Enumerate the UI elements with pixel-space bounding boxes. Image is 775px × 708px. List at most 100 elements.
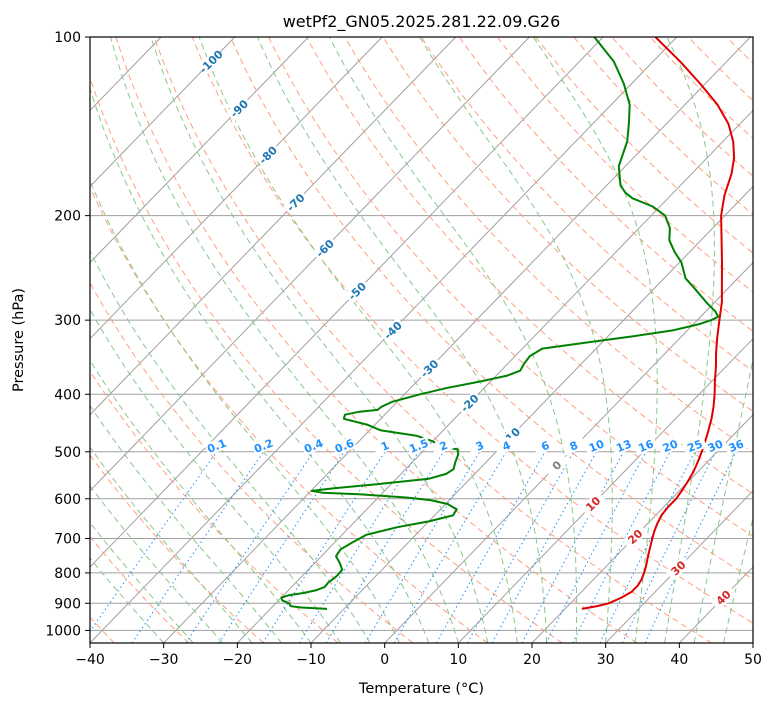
background-lines	[90, 37, 753, 643]
y-axis-title: Pressure (hPa)	[11, 288, 27, 392]
mixing-ratio-label-bg	[611, 436, 637, 456]
mixing-ratio-line	[621, 451, 716, 643]
isotherm-line	[163, 37, 751, 643]
isotherm-line	[90, 37, 678, 643]
isotherm-label-bg	[580, 491, 606, 517]
x-tick-label: 50	[744, 652, 762, 668]
dry-adiabat-line	[382, 37, 753, 413]
moist-adiabat-line	[419, 37, 613, 643]
moist-adiabat-line	[90, 359, 312, 643]
dry-adiabat-line	[306, 37, 753, 495]
chart-title: wetPf2_GN05.2025.281.22.09.G26	[283, 12, 561, 32]
isotherm-label-bg	[543, 452, 570, 478]
mixing-ratio-line	[131, 451, 264, 643]
y-tick-label: 300	[54, 313, 81, 329]
plot-background	[90, 37, 753, 643]
mixing-ratio-label-bg	[633, 436, 659, 456]
y-tick-label: 800	[54, 566, 81, 582]
x-tick-label: 30	[597, 652, 615, 668]
y-tick-label: 500	[54, 445, 81, 461]
x-tick-label: 20	[523, 652, 541, 668]
moist-adiabat-line	[256, 37, 548, 643]
moist-adiabat-line	[90, 404, 282, 643]
x-tick-label: −10	[296, 652, 326, 668]
mixing-ratio-label-bg	[372, 436, 398, 456]
axes: −40 −30 −20 −10 0 10 20 30 40 50 1000 900 800 700 600 5…	[45, 30, 762, 668]
x-tick-label: 0	[380, 652, 389, 668]
mixing-ratio-label-bg	[467, 436, 493, 456]
isotherm-label-bg	[380, 317, 406, 343]
dry-adiabat-line	[90, 186, 488, 643]
isotherm-line	[90, 37, 383, 340]
mixing-ratio-label: 8	[568, 439, 580, 454]
moist-adiabat-line	[90, 179, 400, 643]
dry-adiabat-line	[535, 37, 753, 254]
mixing-ratio-label-bg	[532, 436, 558, 456]
mixing-ratio-line	[90, 451, 218, 633]
mixing-ratio-label-bg	[431, 436, 456, 456]
moist-adiabat-line	[198, 37, 518, 643]
moist-adiabat-line	[90, 446, 253, 643]
x-tick-label: 40	[670, 652, 688, 668]
x-tick-label: 10	[449, 652, 467, 668]
isotherm-line	[90, 37, 236, 188]
isotherm-line	[90, 37, 604, 568]
isotherm-line	[605, 490, 753, 643]
isotherm-line	[236, 109, 753, 643]
mixing-ratio-line	[218, 451, 345, 643]
x-tick-label: −20	[223, 652, 253, 668]
mixing-ratio-label: 13	[614, 437, 633, 455]
dry-adiabat-line	[115, 37, 638, 643]
y-tick-label: 900	[54, 596, 81, 612]
y-tick-label: 200	[54, 209, 81, 225]
dry-adiabat-line	[229, 37, 753, 580]
moist-adiabat-line	[110, 37, 459, 643]
data-series	[280, 37, 736, 610]
isotherm-label-bg	[312, 235, 338, 261]
curve-labels: -100-90-80-70-60-50-40-30-20-10010203040…	[197, 47, 749, 611]
mixing-ratio-label-bg	[406, 436, 432, 456]
isotherm-label-bg	[665, 555, 692, 581]
isotherm-label-bg	[282, 189, 309, 216]
isotherm-line	[90, 37, 530, 492]
x-tick-label: −40	[75, 652, 105, 668]
mixing-ratio-label-bg	[723, 436, 749, 456]
mixing-ratio-line	[185, 451, 314, 643]
dry-adiabat-line	[497, 37, 753, 293]
isotherm-label-bg	[226, 95, 252, 122]
mixing-ratio-label: 3	[474, 439, 486, 454]
dry-adiabat-line	[90, 281, 414, 643]
moist-adiabat-line	[328, 37, 578, 643]
mixing-ratio-line	[393, 451, 507, 643]
plot-frame	[89, 36, 754, 644]
dry-adiabat-line	[191, 37, 753, 624]
y-tick-label: 600	[54, 492, 81, 508]
mixing-ratio-label-bg	[561, 436, 587, 456]
moist-adiabat-line	[693, 356, 753, 643]
mixing-ratio-label: 10	[587, 437, 606, 455]
dry-adiabat-line	[420, 37, 753, 372]
mixing-ratio-label-bg	[301, 436, 326, 456]
isotherm-label-bg	[710, 584, 737, 611]
mixing-ratio-label: 30	[706, 437, 725, 455]
isotherm-line	[457, 337, 753, 643]
isotherm-label-bg	[344, 278, 370, 304]
mixing-ratio-line	[298, 451, 420, 643]
x-tick-label: −30	[149, 652, 179, 668]
mixing-ratio-line	[325, 451, 444, 643]
temperature-profile-line	[581, 37, 736, 610]
moist-adiabat-line	[150, 37, 489, 643]
moist-adiabat-line	[90, 308, 341, 643]
mixing-ratio-label-bg	[493, 436, 519, 456]
mixing-ratio-label-bg	[204, 436, 230, 456]
mixing-ratio-label: 2	[438, 439, 450, 454]
mixing-ratio-line	[599, 451, 696, 643]
x-axis-title: Temperature (°C)	[358, 681, 484, 697]
dry-adiabat-line	[268, 37, 753, 537]
mixing-ratio-line	[364, 451, 481, 643]
isotherm-label-bg	[255, 142, 281, 168]
moist-adiabat-line	[723, 516, 753, 643]
y-tick-label: 400	[54, 387, 81, 403]
isotherm-label-bg	[622, 524, 648, 550]
mixing-ratio-label: 16	[637, 437, 656, 455]
